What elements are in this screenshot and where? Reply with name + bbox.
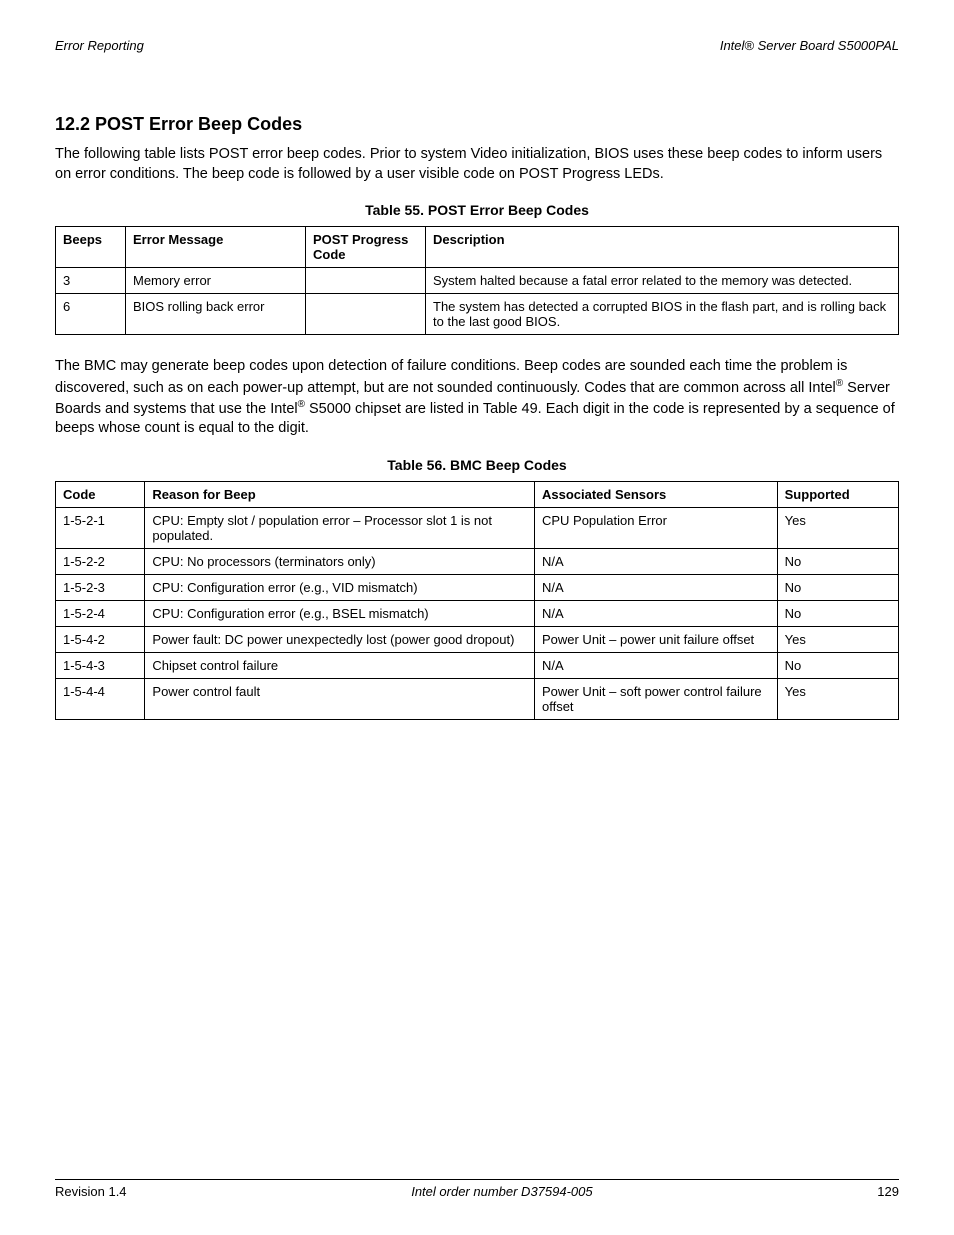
table2-caption: Table 56. BMC Beep Codes	[55, 457, 899, 473]
cell: 1-5-4-2	[56, 627, 145, 653]
cell: Power control fault	[145, 679, 535, 720]
cell: 1-5-2-4	[56, 601, 145, 627]
table-row: 6 BIOS rolling back error The system has…	[56, 294, 899, 335]
registered-symbol: ®	[298, 399, 305, 410]
cell: CPU: Empty slot / population error – Pro…	[145, 508, 535, 549]
col-header: Reason for Beep	[145, 482, 535, 508]
col-header: Beeps	[56, 227, 126, 268]
header-left: Error Reporting	[55, 38, 144, 53]
cell: No	[777, 601, 898, 627]
col-header: Associated Sensors	[534, 482, 777, 508]
cell: 1-5-4-3	[56, 653, 145, 679]
table-header-row: Beeps Error Message POST Progress Code D…	[56, 227, 899, 268]
cell: N/A	[534, 601, 777, 627]
footer-center-text: Intel order number D37594-005	[411, 1184, 592, 1199]
page: Error Reporting Intel® Server Board S500…	[0, 0, 954, 1235]
cell: CPU: Configuration error (e.g., VID mism…	[145, 575, 535, 601]
cell: Power Unit – soft power control failure …	[534, 679, 777, 720]
cell: No	[777, 549, 898, 575]
cell: N/A	[534, 549, 777, 575]
col-header: Error Message	[126, 227, 306, 268]
intro-paragraph: The following table lists POST error bee…	[55, 145, 899, 184]
table-header-row: Code Reason for Beep Associated Sensors …	[56, 482, 899, 508]
table-row: 1-5-2-3 CPU: Configuration error (e.g., …	[56, 575, 899, 601]
cell: Power fault: DC power unexpectedly lost …	[145, 627, 535, 653]
cell: BIOS rolling back error	[126, 294, 306, 335]
text-segment: The BMC may generate beep codes upon det…	[55, 358, 847, 395]
bmc-paragraph: The BMC may generate beep codes upon det…	[55, 357, 899, 439]
cell: System halted because a fatal error rela…	[426, 268, 899, 294]
cell: 1-5-4-4	[56, 679, 145, 720]
page-footer: Revision 1.4 Intel order number D37594-0…	[55, 1179, 899, 1199]
table-row: 1-5-2-4 CPU: Configuration error (e.g., …	[56, 601, 899, 627]
cell	[306, 268, 426, 294]
cell: The system has detected a corrupted BIOS…	[426, 294, 899, 335]
cell	[306, 294, 426, 335]
cell: 3	[56, 268, 126, 294]
col-header: Code	[56, 482, 145, 508]
bmc-beep-codes-table: Code Reason for Beep Associated Sensors …	[55, 481, 899, 720]
table-row: 1-5-2-1 CPU: Empty slot / population err…	[56, 508, 899, 549]
cell: Chipset control failure	[145, 653, 535, 679]
cell: N/A	[534, 653, 777, 679]
cell: Yes	[777, 508, 898, 549]
cell: Yes	[777, 627, 898, 653]
cell: Yes	[777, 679, 898, 720]
table-row: 1-5-4-3 Chipset control failure N/A No	[56, 653, 899, 679]
cell: Power Unit – power unit failure offset	[534, 627, 777, 653]
cell: CPU Population Error	[534, 508, 777, 549]
footer-center: Intel order number D37594-005	[411, 1184, 592, 1199]
footer-page-number: 129	[877, 1184, 899, 1199]
col-header: Supported	[777, 482, 898, 508]
cell: 1-5-2-3	[56, 575, 145, 601]
col-header: Description	[426, 227, 899, 268]
cell: No	[777, 653, 898, 679]
cell: 1-5-2-2	[56, 549, 145, 575]
footer-left: Revision 1.4	[55, 1184, 127, 1199]
cell: CPU: No processors (terminators only)	[145, 549, 535, 575]
cell: 6	[56, 294, 126, 335]
cell: No	[777, 575, 898, 601]
section-title: 12.2 POST Error Beep Codes	[55, 114, 899, 135]
cell: 1-5-2-1	[56, 508, 145, 549]
cell: CPU: Configuration error (e.g., BSEL mis…	[145, 601, 535, 627]
cell: Memory error	[126, 268, 306, 294]
col-header: POST Progress Code	[306, 227, 426, 268]
cell: N/A	[534, 575, 777, 601]
table-row: 1-5-4-4 Power control fault Power Unit –…	[56, 679, 899, 720]
table1-caption: Table 55. POST Error Beep Codes	[55, 202, 899, 218]
table-row: 3 Memory error System halted because a f…	[56, 268, 899, 294]
header-right: Intel® Server Board S5000PAL	[720, 38, 899, 53]
table-row: 1-5-2-2 CPU: No processors (terminators …	[56, 549, 899, 575]
table-row: 1-5-4-2 Power fault: DC power unexpected…	[56, 627, 899, 653]
post-error-beep-codes-table: Beeps Error Message POST Progress Code D…	[55, 226, 899, 335]
